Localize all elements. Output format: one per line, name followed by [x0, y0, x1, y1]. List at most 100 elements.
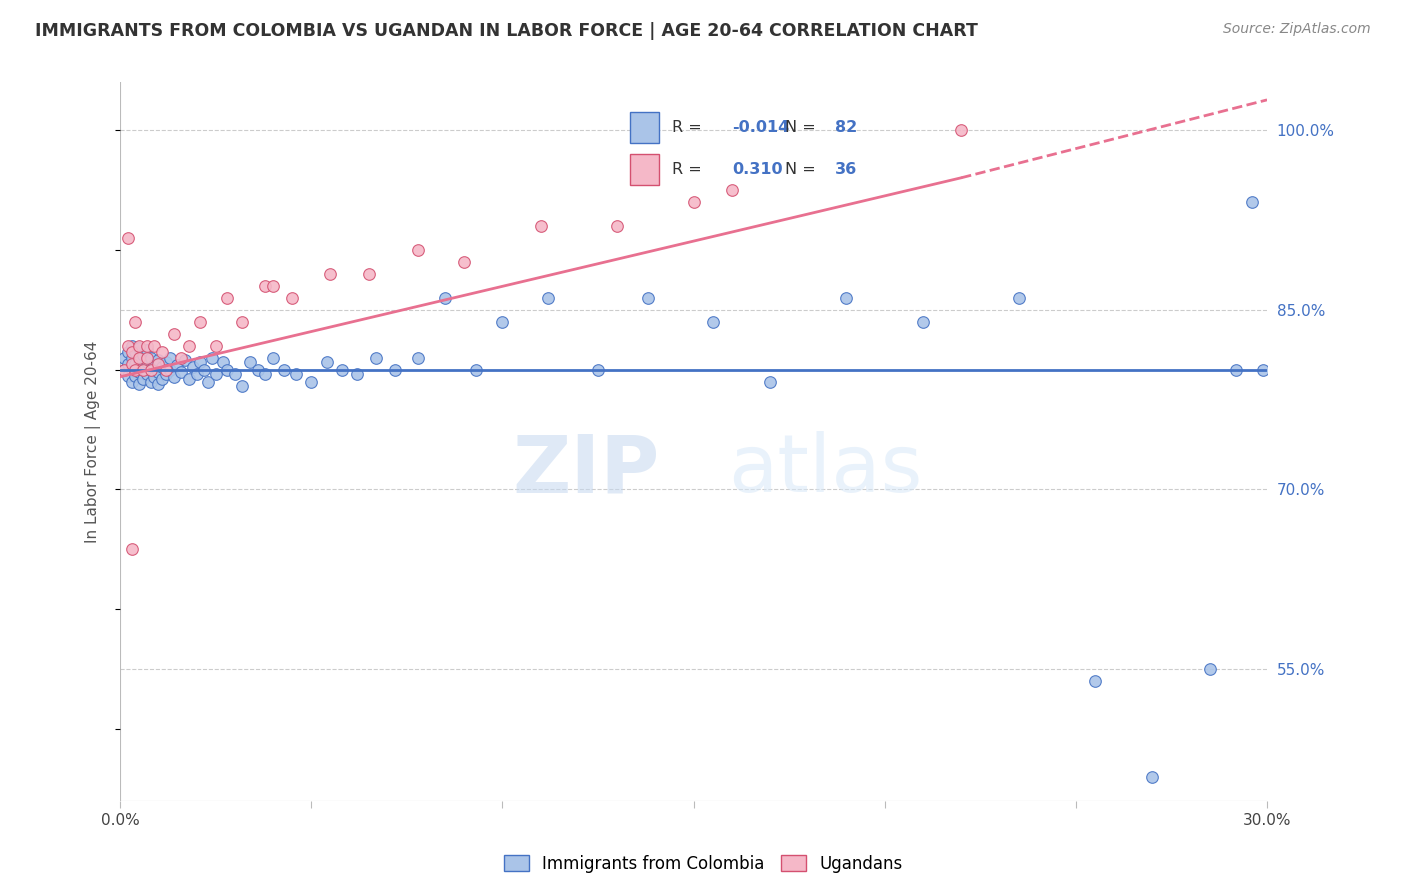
Point: [434, 291, 457, 305]
Point: [135, 355, 157, 369]
Point: [128, 341, 150, 355]
Point: [170, 365, 193, 379]
Point: [135, 368, 157, 382]
Point: [139, 351, 162, 365]
Point: [170, 351, 193, 365]
Point: [132, 348, 155, 362]
Point: [124, 315, 146, 329]
Point: [155, 362, 177, 376]
Point: [464, 362, 486, 376]
Text: atlas: atlas: [728, 432, 922, 509]
Point: [112, 351, 135, 365]
Point: [132, 360, 155, 375]
Point: [1198, 662, 1220, 676]
Point: [132, 362, 155, 376]
Point: [117, 231, 139, 245]
Point: [174, 353, 197, 368]
Point: [150, 372, 173, 386]
Point: [135, 338, 157, 352]
Point: [117, 338, 139, 352]
Point: [637, 291, 659, 305]
Point: [188, 315, 211, 329]
Point: [284, 368, 307, 382]
Point: [121, 357, 143, 371]
Point: [950, 123, 973, 137]
Point: [319, 267, 342, 281]
Point: [759, 375, 782, 389]
Point: [139, 362, 162, 376]
Point: [197, 375, 219, 389]
Point: [124, 362, 146, 376]
Point: [366, 351, 388, 365]
Point: [148, 353, 170, 368]
Point: [231, 379, 253, 393]
Point: [143, 338, 166, 352]
Point: [201, 351, 224, 365]
Point: [117, 344, 139, 359]
Point: [491, 315, 513, 329]
Point: [121, 362, 143, 376]
Point: [586, 362, 609, 376]
Y-axis label: In Labor Force | Age 20-64: In Labor Force | Age 20-64: [86, 341, 101, 542]
Point: [1084, 674, 1107, 689]
Point: [159, 351, 181, 365]
Point: [406, 243, 429, 257]
Point: [299, 375, 322, 389]
Point: [231, 315, 253, 329]
Point: [384, 362, 406, 376]
Point: [204, 338, 226, 352]
Point: [186, 368, 208, 382]
Point: [128, 365, 150, 379]
Point: [911, 315, 934, 329]
Point: [1142, 770, 1164, 784]
Point: [143, 358, 166, 372]
Point: [357, 267, 380, 281]
Point: [132, 372, 155, 386]
Point: [128, 338, 150, 352]
Point: [150, 360, 173, 375]
Point: [682, 194, 704, 209]
Point: [150, 344, 173, 359]
Point: [315, 355, 337, 369]
Point: [128, 353, 150, 368]
Point: [135, 351, 157, 365]
Point: [128, 351, 150, 365]
Point: [121, 344, 143, 359]
Point: [148, 376, 170, 391]
Point: [155, 355, 177, 369]
Point: [254, 278, 277, 293]
Point: [148, 365, 170, 379]
Point: [193, 362, 215, 376]
Point: [124, 368, 146, 383]
Point: [159, 362, 181, 376]
Point: [112, 362, 135, 376]
Point: [121, 351, 143, 365]
Point: [453, 254, 475, 268]
Text: Source: ZipAtlas.com: Source: ZipAtlas.com: [1223, 22, 1371, 37]
Point: [217, 291, 239, 305]
Point: [166, 358, 188, 372]
Point: [281, 291, 304, 305]
Point: [246, 362, 269, 376]
Point: [121, 375, 143, 389]
Point: [162, 326, 184, 341]
Point: [139, 362, 162, 376]
Point: [537, 291, 560, 305]
Point: [1240, 194, 1263, 209]
Point: [188, 355, 211, 369]
Point: [702, 315, 724, 329]
Text: ZIP: ZIP: [512, 432, 659, 509]
Point: [177, 372, 200, 386]
Point: [121, 338, 143, 352]
Point: [835, 291, 858, 305]
Point: [121, 542, 143, 557]
Point: [530, 219, 553, 233]
Point: [262, 351, 284, 365]
Point: [204, 368, 226, 382]
Point: [239, 355, 262, 369]
Point: [143, 369, 166, 384]
Point: [181, 360, 204, 375]
Point: [273, 362, 295, 376]
Text: IMMIGRANTS FROM COLOMBIA VS UGANDAN IN LABOR FORCE | AGE 20-64 CORRELATION CHART: IMMIGRANTS FROM COLOMBIA VS UGANDAN IN L…: [35, 22, 979, 40]
Point: [1007, 291, 1029, 305]
